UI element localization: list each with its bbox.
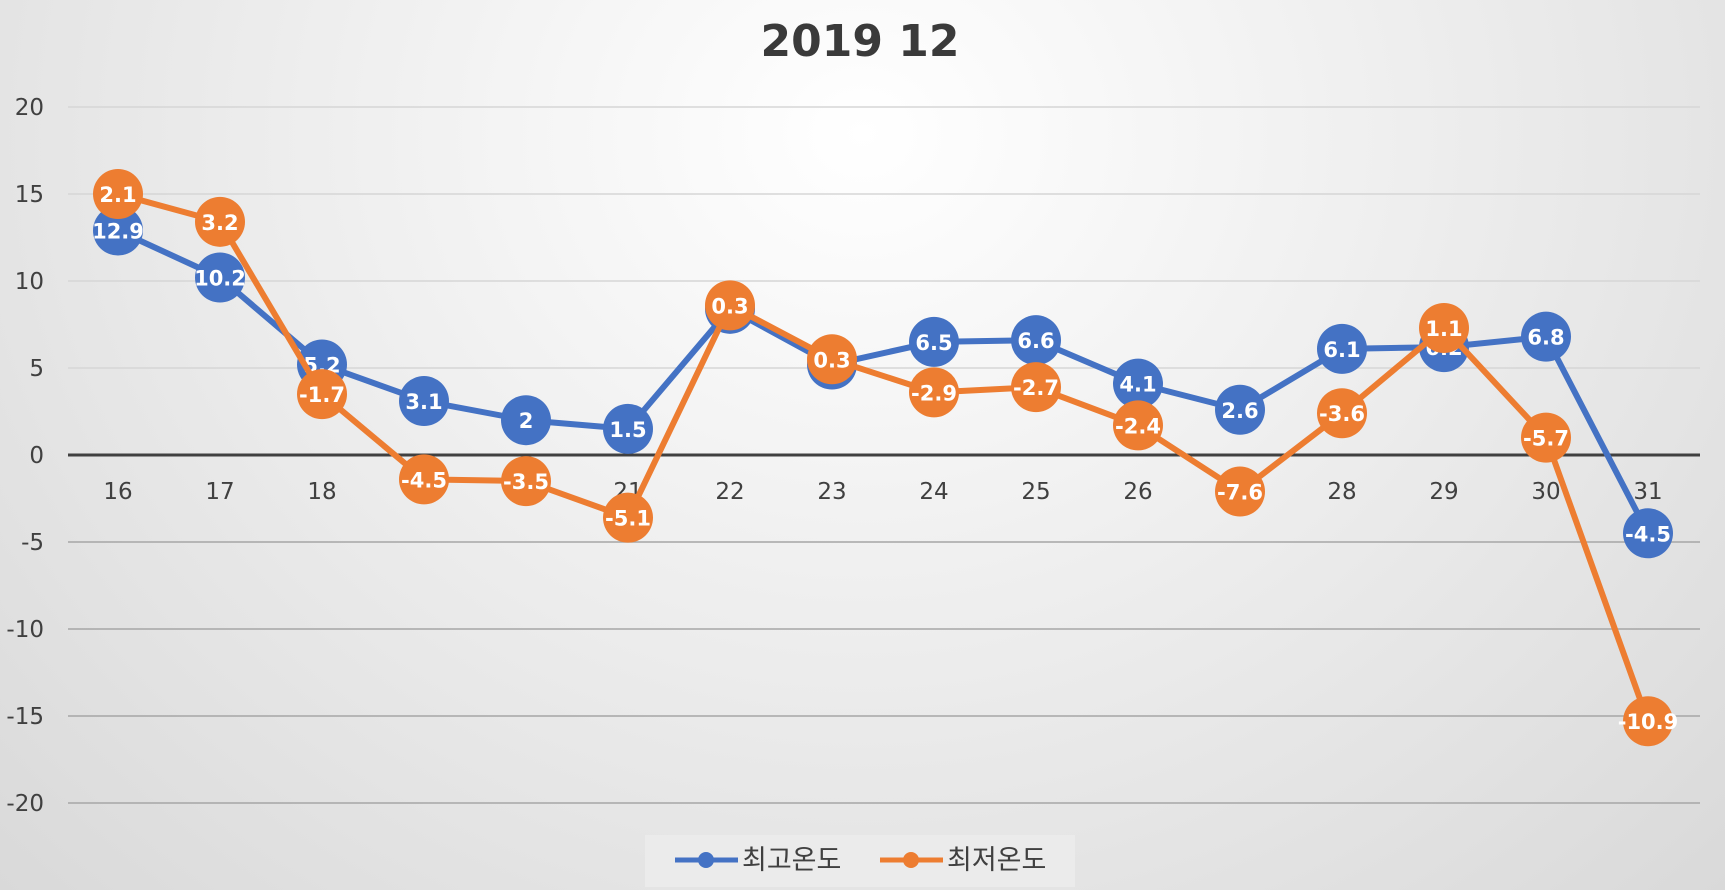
x-tick-label: 23 xyxy=(817,479,846,505)
series-line xyxy=(115,191,1651,725)
data-point xyxy=(501,395,551,446)
x-tick-label: 28 xyxy=(1327,479,1356,505)
y-tick-label: 20 xyxy=(15,95,44,121)
data-label: 12.9 xyxy=(92,220,144,244)
y-tick-label: -10 xyxy=(6,617,44,643)
data-label: 6.5 xyxy=(915,331,952,355)
data-point xyxy=(1623,508,1673,559)
data-label: -3.5 xyxy=(503,470,549,494)
data-point xyxy=(1113,400,1163,451)
data-label: 1.5 xyxy=(609,418,646,442)
x-tick-label: 30 xyxy=(1531,479,1560,505)
x-tick-label: 31 xyxy=(1633,479,1662,505)
data-label: 0.3 xyxy=(813,348,850,372)
legend-marker-max xyxy=(698,852,714,868)
data-point xyxy=(807,334,857,385)
data-point xyxy=(297,369,347,420)
data-label: -10.9 xyxy=(1618,710,1679,734)
data-label: -7.6 xyxy=(1217,481,1263,505)
series-line xyxy=(115,227,1651,537)
data-point xyxy=(603,492,653,543)
x-tick-label: 29 xyxy=(1429,479,1458,505)
data-point xyxy=(909,316,959,367)
series-min: 2.1 3.2 -1.7 -4.5 -3.5 -5.1 0.3 0.3 -2.9 -2.7 -2.4… xyxy=(93,169,1679,747)
data-point xyxy=(603,403,653,454)
data-point xyxy=(195,252,245,303)
legend: 최고온도 최저온도 xyxy=(645,835,1075,887)
data-label: 1.1 xyxy=(1425,317,1462,341)
y-tick-label: 15 xyxy=(15,182,44,208)
data-point xyxy=(1521,412,1571,463)
legend-label-max: 최고온도 xyxy=(742,845,841,876)
data-point xyxy=(1419,302,1469,353)
data-point xyxy=(1215,384,1265,435)
data-label: -5.1 xyxy=(605,507,651,531)
y-tick-label: 0 xyxy=(29,443,44,469)
data-label: 2 xyxy=(519,409,534,433)
data-label: 6.1 xyxy=(1323,338,1360,362)
y-tick-label: -15 xyxy=(6,704,44,730)
data-point xyxy=(1011,315,1061,366)
data-point xyxy=(1215,466,1265,517)
data-label: -2.4 xyxy=(1115,414,1161,438)
x-tick-label: 26 xyxy=(1123,479,1152,505)
data-point xyxy=(501,456,551,507)
data-point xyxy=(1521,311,1571,362)
data-point xyxy=(195,196,245,247)
x-tick-label: 16 xyxy=(103,479,132,505)
data-point xyxy=(1623,696,1673,747)
y-tick-label: -20 xyxy=(6,791,44,817)
x-tick-label: 18 xyxy=(307,479,336,505)
data-point xyxy=(1011,362,1061,413)
data-label: 6.8 xyxy=(1527,326,1564,350)
data-point xyxy=(705,280,755,331)
gridlines xyxy=(68,106,1700,804)
data-point xyxy=(93,205,143,256)
data-label: -4.5 xyxy=(1625,522,1671,546)
chart-title: 2019 12 xyxy=(760,16,959,67)
legend-label-min: 최저온도 xyxy=(947,845,1046,876)
x-tick-label: 24 xyxy=(919,479,948,505)
data-label: 3.2 xyxy=(201,211,238,235)
data-point xyxy=(909,367,959,418)
data-point xyxy=(1317,388,1367,439)
data-label: -2.7 xyxy=(1013,376,1059,400)
data-label: 0.3 xyxy=(711,294,748,318)
data-label: -1.7 xyxy=(299,383,345,407)
x-tick-label: 25 xyxy=(1021,479,1050,505)
axis-labels: 20151050-5-10-15-20161718192021222324252… xyxy=(6,95,1662,817)
data-label: 10.2 xyxy=(194,267,246,291)
data-label: 2.1 xyxy=(99,183,136,207)
data-label: -5.7 xyxy=(1523,427,1569,451)
data-point xyxy=(93,169,143,219)
data-label: 2.6 xyxy=(1221,399,1258,423)
data-label: -4.5 xyxy=(401,468,447,492)
data-point xyxy=(1317,323,1367,374)
data-point xyxy=(1113,358,1163,409)
data-label: 3.1 xyxy=(405,390,442,414)
data-label: 4.1 xyxy=(1119,373,1156,397)
y-tick-label: -5 xyxy=(21,530,44,556)
series-lines: 12.910.25.23.121.58.45.26.56.64.12.66.16… xyxy=(92,169,1679,747)
data-label: -2.9 xyxy=(911,381,957,405)
y-tick-label: 10 xyxy=(15,269,44,295)
data-label: 6.6 xyxy=(1017,329,1054,353)
data-point xyxy=(399,454,449,505)
data-label: -3.6 xyxy=(1319,402,1365,426)
y-tick-label: 5 xyxy=(29,356,44,382)
x-tick-label: 17 xyxy=(205,479,234,505)
x-tick-label: 22 xyxy=(715,479,744,505)
legend-marker-min xyxy=(903,852,919,868)
data-point xyxy=(399,376,449,427)
